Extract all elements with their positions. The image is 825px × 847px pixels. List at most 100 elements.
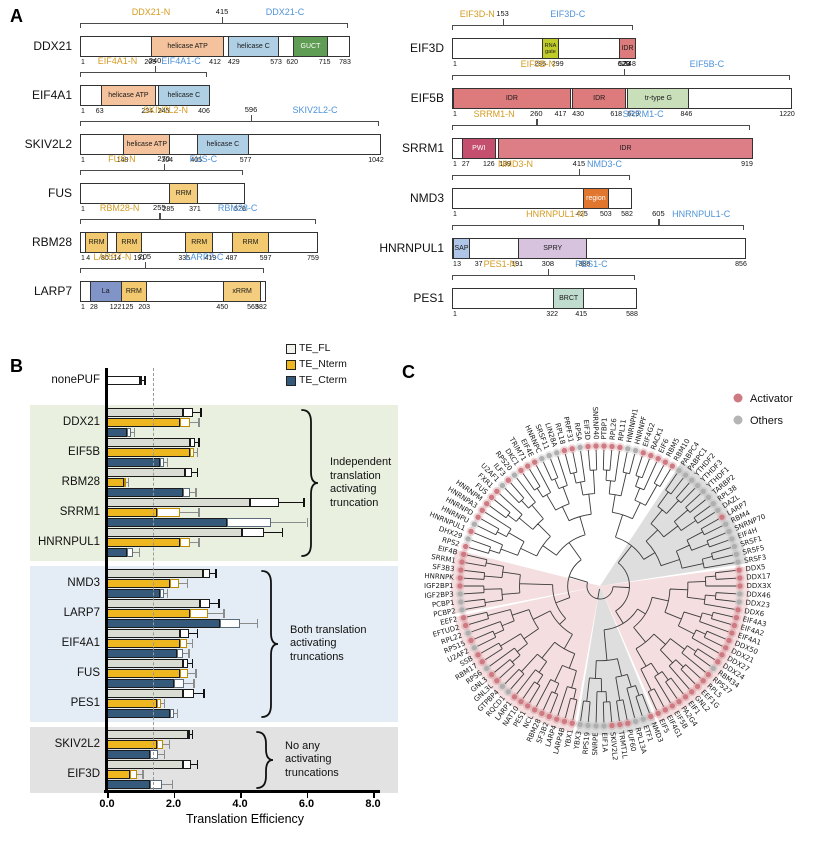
bar <box>107 709 171 718</box>
protein-name: DDX21 <box>33 39 72 53</box>
bracket-split-tick <box>502 19 504 26</box>
cterm-label: NMD3-C <box>586 159 622 169</box>
leaf-dot-activator <box>484 501 490 507</box>
error-cap <box>198 438 201 447</box>
boundary-tick-label: 582 <box>255 304 267 311</box>
leaf-dot-activator <box>479 507 485 514</box>
leaf-dot-activator <box>729 630 735 636</box>
split-position: 596 <box>244 105 258 114</box>
bar <box>107 730 189 739</box>
leaf-dot-activator <box>488 671 495 678</box>
boundary-tick-label: 191 <box>511 261 523 268</box>
domain-box: RRM <box>169 182 198 205</box>
bracket-split-tick <box>222 17 224 24</box>
boundary-tick-label: 203 <box>138 304 151 311</box>
x-tick <box>306 792 309 798</box>
error-whisker <box>160 702 164 705</box>
group-background <box>30 566 398 722</box>
leaf-label: YBX3 <box>572 730 583 750</box>
annotation-line: truncations <box>290 650 344 663</box>
boundary-tick-label: 1 <box>453 211 457 218</box>
leaf-label: EEF2 <box>440 615 459 627</box>
leaf-dot-activator <box>475 514 481 520</box>
annotation-line: activating <box>290 637 337 650</box>
bar <box>107 609 191 618</box>
leaf-dot-activator <box>460 551 467 557</box>
boundary-tick-label: 429 <box>227 59 240 66</box>
leaf-dot-other <box>546 452 552 459</box>
error-box <box>126 428 131 437</box>
leaf-label: YBX1 <box>563 729 575 750</box>
leaf-dot-activator <box>719 652 725 658</box>
error-box <box>180 418 191 427</box>
cterm-label: DDX21-C <box>265 7 305 17</box>
protein-name: NMD3 <box>409 191 444 205</box>
protein-name: SKIV2L2 <box>24 137 72 151</box>
domain-box: IDR <box>572 87 627 110</box>
error-whisker <box>186 642 192 645</box>
leaf-dot-activator <box>518 698 524 705</box>
error-whisker <box>188 662 192 665</box>
error-cap <box>281 528 284 537</box>
leaf-dot-activator <box>531 459 538 465</box>
leaf-dot-activator <box>669 463 675 469</box>
leaf-label: DDX6 <box>744 607 766 618</box>
domain-box: IDR <box>453 87 571 110</box>
domain-box: RRM <box>120 280 148 303</box>
protein-name: PES1 <box>413 291 444 305</box>
bracket-end-tick <box>452 75 454 80</box>
category-label: SKIV2L2 <box>54 738 100 750</box>
boundary-tick-label: 419 <box>204 255 217 262</box>
error-box <box>126 548 134 557</box>
split-position: 620 <box>617 59 631 68</box>
boundary-tick-label: 1 <box>453 311 457 318</box>
leaf-label: SF3B3 <box>432 563 455 573</box>
error-cap <box>163 699 166 708</box>
error-cap <box>306 518 309 527</box>
category-label: EIF3D <box>67 768 100 780</box>
leaf-label: DDX3X <box>747 582 772 590</box>
bracket-end-tick <box>315 219 317 224</box>
protein-bar: RNA gate IDR <box>452 37 636 60</box>
leaf-dot-other <box>726 528 732 535</box>
bar <box>107 760 184 769</box>
leaf-dot-activator <box>468 637 474 644</box>
split-position: 415 <box>572 159 586 168</box>
bracket-end-tick <box>632 25 634 30</box>
bar <box>107 569 204 578</box>
leaf-label: RPL26 <box>609 417 619 440</box>
leaf-dot-activator <box>525 463 531 469</box>
cterm-label: SRRM1-C <box>622 109 664 119</box>
error-box <box>130 770 137 779</box>
leaf-label: SNRNP40 <box>591 407 600 440</box>
bar <box>107 418 181 427</box>
bar <box>107 478 124 487</box>
nterm-label: FUS-N <box>108 154 136 164</box>
leaf-dot-other <box>465 630 471 636</box>
protein-name: SRRM1 <box>401 141 444 155</box>
leaf-dot-activator <box>518 467 524 474</box>
error-whisker <box>173 712 177 715</box>
domain-box: RRM <box>185 231 214 254</box>
boundary-tick-label: 148 <box>116 157 129 164</box>
leaf-dot-activator <box>494 677 500 684</box>
bracket-end-tick <box>80 72 82 77</box>
bracket-split-tick <box>159 213 161 220</box>
bracket-line <box>452 25 633 26</box>
error-whisker <box>136 773 142 776</box>
boundary-tick-label: 37 <box>474 261 483 268</box>
split-position: 205 <box>138 252 152 261</box>
leaf-dot-activator <box>505 477 512 483</box>
error-cap <box>191 639 194 648</box>
boundary-tick-label: 450 <box>216 304 229 311</box>
protein-bar: PWI IDR <box>452 137 753 160</box>
bracket-end-tick <box>452 175 454 180</box>
category-label: HNRNPUL1 <box>38 536 100 548</box>
boundary-tick-label: 80 <box>100 255 109 262</box>
error-whisker <box>192 411 201 414</box>
error-cap <box>188 649 191 658</box>
leaf-dot-activator <box>731 622 738 629</box>
leaf-dot-activator <box>700 677 706 684</box>
leaf-dot-activator <box>617 721 623 728</box>
boundary-tick-label: 245 <box>157 108 170 115</box>
